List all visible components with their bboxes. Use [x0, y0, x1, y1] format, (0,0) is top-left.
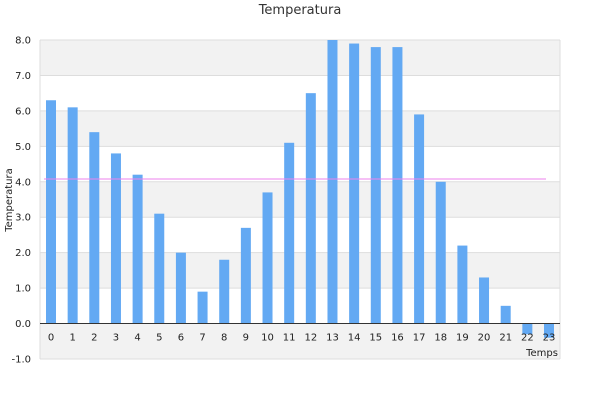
bar-6 [175, 252, 186, 324]
bar-11 [284, 142, 295, 324]
x-tick-label: 22 [521, 333, 534, 344]
x-axis-label: Temps [525, 348, 558, 359]
bar-1 [67, 107, 78, 324]
y-tick-label: 4.0 [15, 177, 31, 188]
x-tick-label: 9 [243, 333, 249, 344]
grid-band [40, 181, 560, 218]
y-tick-label: 0.0 [15, 319, 31, 330]
x-tick-label: 1 [69, 333, 75, 344]
y-tick-label: 7.0 [15, 71, 31, 82]
y-tick-label: 5.0 [15, 142, 31, 153]
x-tick-label: 17 [413, 333, 426, 344]
grid-band [40, 40, 560, 76]
bar-13 [327, 40, 338, 324]
x-tick-label: 19 [456, 333, 469, 344]
y-tick-label: 6.0 [15, 106, 31, 117]
grid-band [40, 110, 560, 147]
y-tick-label: 1.0 [15, 284, 31, 295]
y-tick-label: 8.0 [15, 36, 31, 47]
bar-20 [479, 277, 490, 324]
grid-band [40, 323, 560, 359]
x-tick-label: 2 [91, 333, 97, 344]
y-tick-label: 2.0 [15, 248, 31, 259]
x-tick-label: 21 [499, 333, 512, 344]
bar-17 [414, 114, 425, 324]
x-tick-label: 20 [478, 333, 491, 344]
x-tick-label: 14 [348, 333, 361, 344]
bar-19 [457, 245, 468, 324]
bar-5 [154, 213, 165, 324]
chart-title: Temperatura [258, 3, 342, 18]
grid-band [40, 252, 560, 289]
x-tick-label: 23 [543, 333, 556, 344]
bar-series [40, 40, 560, 338]
plot-background-bands [40, 40, 560, 359]
bar-7 [197, 291, 208, 324]
bar-23 [544, 323, 554, 338]
y-axis-ticks: -1.0 0.0 1.0 2.0 3.0 4.0 5.0 6.0 7.0 8.0 [11, 36, 31, 366]
x-tick-label: 3 [113, 333, 119, 344]
x-tick-label: 18 [434, 333, 447, 344]
x-tick-label: 13 [326, 333, 339, 344]
x-tick-label: 16 [391, 333, 404, 344]
bar-14 [349, 43, 360, 324]
x-tick-label: 4 [134, 333, 140, 344]
x-tick-label: 8 [221, 333, 227, 344]
x-tick-label: 7 [199, 333, 205, 344]
y-tick-label: 3.0 [15, 213, 31, 224]
x-tick-label: 11 [283, 333, 296, 344]
x-tick-label: 12 [304, 333, 317, 344]
bar-10 [262, 192, 273, 324]
plot-frame [39, 40, 561, 359]
bar-8 [219, 259, 230, 324]
bar-2 [89, 132, 100, 324]
bar-21 [500, 305, 511, 324]
bar-18 [435, 181, 446, 324]
y-tick-label: -1.0 [11, 355, 31, 366]
bar-22 [522, 323, 533, 335]
bar-15 [370, 47, 381, 324]
bar-3 [110, 153, 121, 324]
x-tick-label: 15 [369, 333, 382, 344]
x-tick-label: 0 [48, 333, 54, 344]
bar-4 [132, 174, 143, 324]
bar-16 [392, 47, 403, 324]
x-tick-label: 5 [156, 333, 162, 344]
bar-9 [240, 227, 251, 324]
x-tick-label: 6 [178, 333, 184, 344]
x-tick-label: 10 [261, 333, 274, 344]
bar-0 [46, 100, 56, 324]
y-axis-label: Temperatura [4, 168, 15, 233]
x-axis-ticks: 0 1 2 3 4 5 6 7 8 9 10 11 12 13 14 15 16 17 18 19 20 21 22 23 [48, 333, 556, 344]
bar-12 [305, 93, 316, 324]
